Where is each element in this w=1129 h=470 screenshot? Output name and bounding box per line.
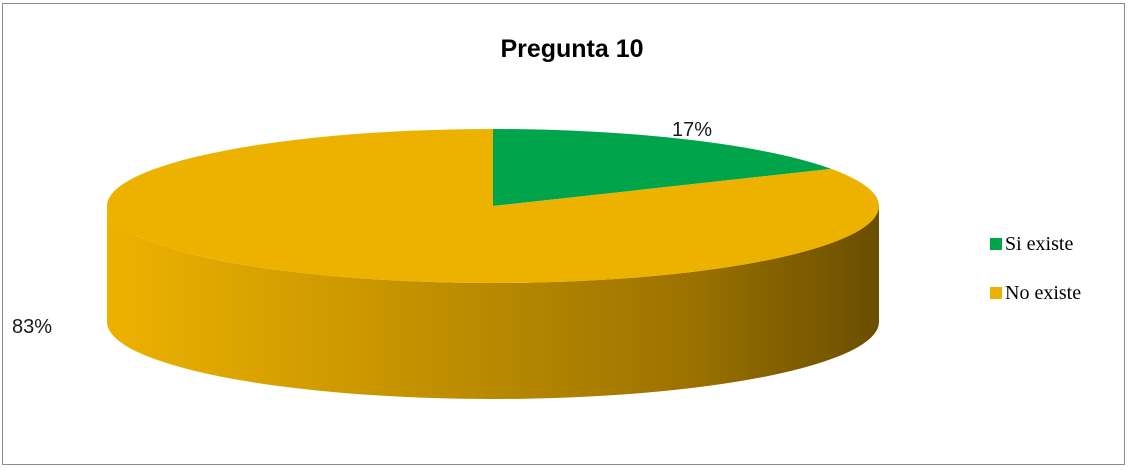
chart-title: Pregunta 10 — [500, 35, 643, 63]
legend-label-si-existe: Si existe — [1005, 233, 1073, 255]
pie-slice-no-existe — [106, 129, 880, 283]
pie-side-wall — [107, 206, 879, 399]
pie-group — [106, 129, 880, 399]
pie-slice-si-existe — [493, 129, 832, 206]
legend-swatch-no-existe — [990, 287, 1002, 299]
data-label-si-existe: 17% — [672, 119, 712, 141]
legend-swatch-si-existe — [990, 238, 1002, 250]
legend: Si existe No existe — [990, 233, 1081, 304]
legend-label-no-existe: No existe — [1005, 282, 1081, 304]
data-label-no-existe: 83% — [12, 316, 52, 338]
